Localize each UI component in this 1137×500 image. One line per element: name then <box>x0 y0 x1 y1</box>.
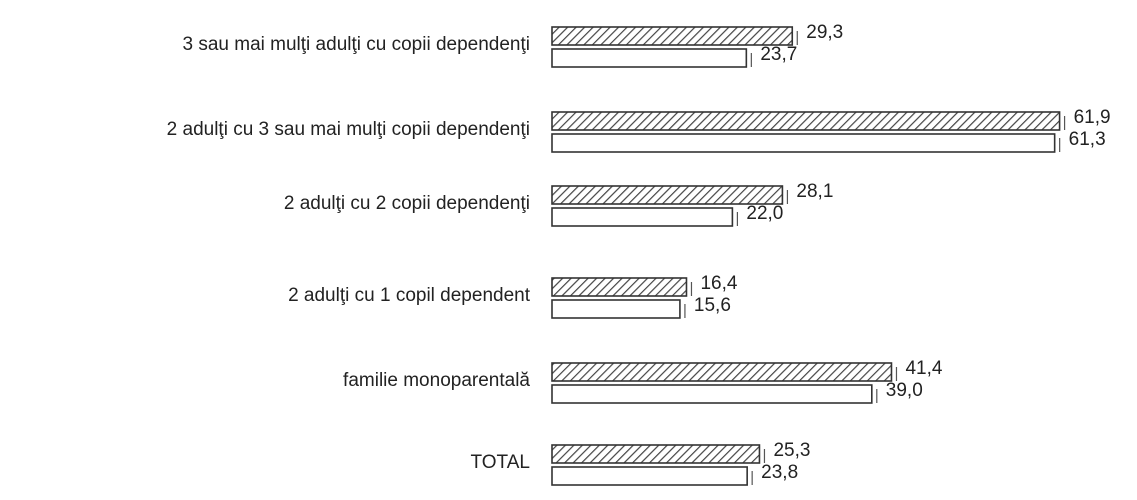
bar <box>551 444 761 464</box>
value-label: 22,0 <box>746 203 783 224</box>
value-label: 29,3 <box>806 22 843 43</box>
value-label: 61,3 <box>1069 129 1106 150</box>
value-label: 25,3 <box>773 440 810 461</box>
bar <box>551 185 784 205</box>
category-label: familie monoparentală <box>343 370 530 391</box>
bar <box>551 207 734 227</box>
bar <box>551 277 688 297</box>
value-label: 39,0 <box>886 380 923 401</box>
category-label: 2 adulţi cu 1 copil dependent <box>288 285 531 306</box>
value-label: 23,8 <box>761 462 798 483</box>
value-label: 16,4 <box>700 273 737 294</box>
category-label: 2 adulţi cu 3 sau mai mulţi copii depend… <box>167 119 530 140</box>
bar <box>551 26 794 46</box>
value-label: 61,9 <box>1074 107 1111 128</box>
category-label: TOTAL <box>471 452 530 473</box>
bar <box>551 111 1061 131</box>
category-label: 3 sau mai mulţi adulţi cu copii dependen… <box>183 34 530 55</box>
value-label: 28,1 <box>796 181 833 202</box>
bar <box>551 48 748 68</box>
value-label: 15,6 <box>694 295 731 316</box>
bar <box>551 466 748 486</box>
bar <box>551 362 893 382</box>
value-label: 41,4 <box>905 358 942 379</box>
bar <box>551 384 873 404</box>
value-label: 23,7 <box>760 44 797 65</box>
bar <box>551 133 1056 153</box>
category-label: 2 adulţi cu 2 copii dependenţi <box>284 193 530 214</box>
bar <box>551 299 681 319</box>
